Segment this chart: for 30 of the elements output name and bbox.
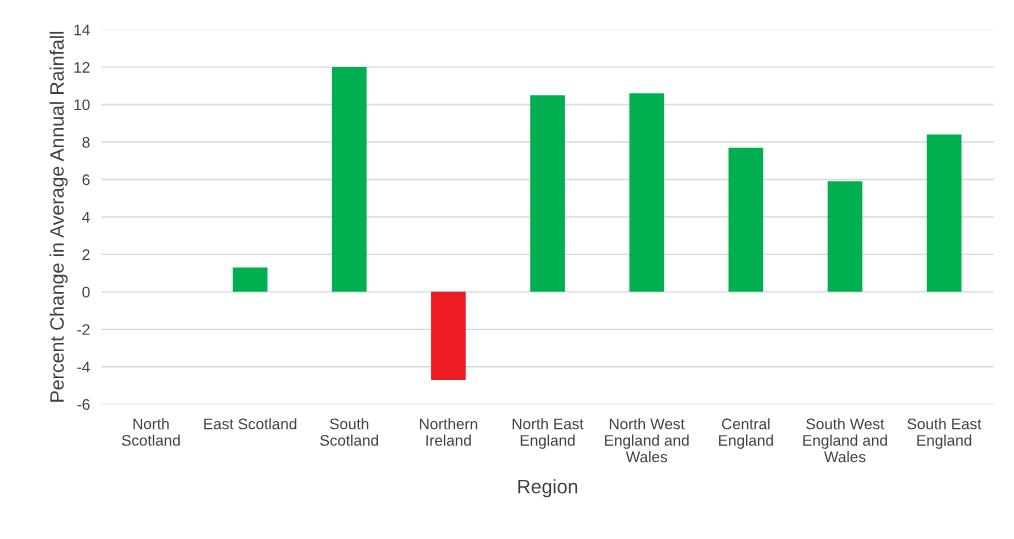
x-tick-label: North East England xyxy=(512,418,584,449)
y-tick-label: 8 xyxy=(82,136,90,148)
x-axis-title: Region xyxy=(518,479,578,498)
y-tick-label: 4 xyxy=(82,211,90,223)
bar xyxy=(232,267,268,292)
bar xyxy=(827,181,863,292)
x-tick-label: South East England xyxy=(907,418,982,449)
x-tick-label: Northern Ireland xyxy=(419,418,478,446)
x-tick-label: North Scotland xyxy=(121,418,180,446)
y-tick-label: 12 xyxy=(74,61,90,73)
bar xyxy=(629,93,665,292)
y-tick-label: 0 xyxy=(82,286,90,298)
y-axis-title: Percent Change in Average Annual Rainfall xyxy=(49,31,68,402)
bar xyxy=(728,147,764,292)
y-tick-label: 14 xyxy=(74,24,90,36)
bar xyxy=(530,95,565,292)
y-tick-label: 2 xyxy=(82,249,90,260)
x-tick-label: East Scotland xyxy=(204,418,297,430)
y-tick-label: 10 xyxy=(74,99,90,111)
y-tick-label: 6 xyxy=(82,174,90,186)
y-tick-label: -2 xyxy=(77,324,90,335)
x-tick-label: North West England and Wales xyxy=(605,418,689,463)
bar xyxy=(926,134,962,292)
x-tick-label: South West England and Wales xyxy=(803,418,887,463)
y-tick-label: -6 xyxy=(77,399,90,410)
bar xyxy=(331,67,367,292)
y-tick-label: -4 xyxy=(77,361,90,373)
x-tick-label: South Scotland xyxy=(320,418,379,446)
bar xyxy=(431,291,466,380)
x-tick-label: Central England xyxy=(719,418,773,449)
